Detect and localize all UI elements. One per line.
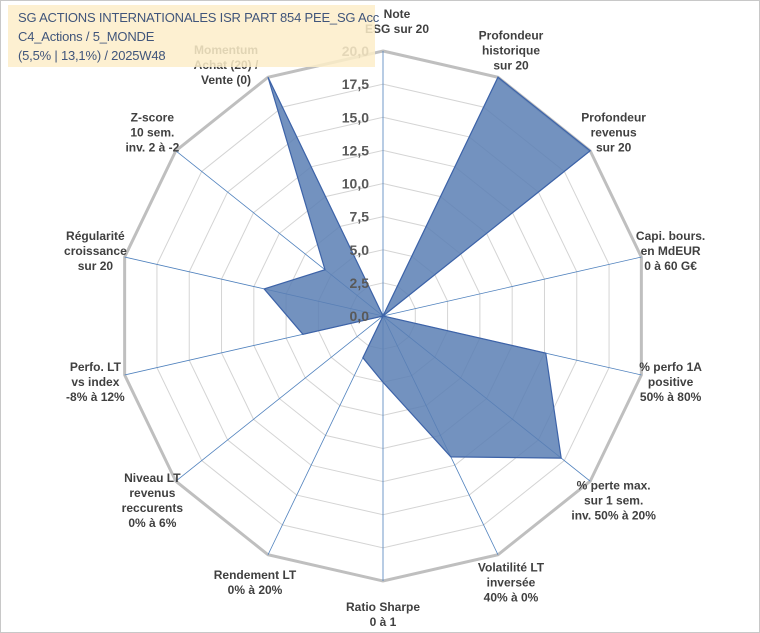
category-label: Profondeur revenus sur 20	[581, 111, 646, 155]
category-label-line: 0 à 60 G€	[644, 259, 697, 273]
category-label: Rendement LT 0% à 20%	[214, 568, 297, 597]
category-label-line: 40% à 0%	[484, 590, 539, 604]
category-label: Niveau LT revenus reccurents 0% à 6%	[122, 471, 184, 530]
category-label-line: Régularité	[66, 229, 125, 243]
category-label: Profondeur historique sur 20	[479, 29, 544, 73]
category-label-line: % perfo 1A	[639, 360, 702, 374]
chart-title-box: SG ACTIONS INTERNATIONALES ISR PART 854 …	[8, 5, 379, 67]
category-label-line: Volatilité LT	[478, 560, 545, 574]
category-label-line: sur 1 sem.	[584, 493, 643, 507]
radial-tick-label: 2,5	[350, 275, 370, 291]
category-label-line: 0% à 20%	[228, 583, 283, 597]
category-label-line: croissance	[64, 244, 127, 258]
radial-tick-label: 17,5	[342, 76, 369, 92]
category-label-line: sur 20	[493, 59, 529, 73]
category-label: Z-score 10 sem. inv. 2 à -2	[125, 111, 179, 155]
category-label-line: Vente (0)	[201, 73, 251, 87]
category-label-line: reccurents	[122, 501, 184, 515]
category-label-line: en MdEUR	[641, 244, 701, 258]
category-label-line: sur 20	[596, 141, 632, 155]
chart-title-line-2: C4_Actions / 5_MONDE	[18, 29, 155, 44]
category-label-line: revenus	[591, 126, 637, 140]
category-label-line: sur 20	[78, 259, 114, 273]
axis-spoke	[382, 256, 642, 317]
labels-group: 0,02,55,07,510,012,515,017,520,0NoteESG …	[64, 7, 705, 629]
category-label: % perfo 1A positive 50% à 80%	[639, 360, 702, 404]
category-label: % perte max. sur 1 sem. inv. 50% à 20%	[571, 478, 656, 522]
category-label-line: Profondeur	[479, 29, 544, 43]
category-label-line: -8% à 12%	[66, 390, 125, 404]
category-label-line: 10 sem.	[130, 126, 174, 140]
category-label-line: inv. 50% à 20%	[571, 508, 656, 522]
chart-title-line-1: SG ACTIONS INTERNATIONALES ISR PART 854 …	[18, 10, 380, 25]
category-label: Ratio Sharpe 0 à 1	[346, 600, 420, 629]
category-label-line: 50% à 80%	[640, 390, 702, 404]
category-label-line: vs index	[71, 375, 119, 389]
category-label: Capi. bours. en MdEUR 0 à 60 G€	[636, 229, 705, 273]
chart-title-line-3: (5,5% | 13,1%) / 2025W48	[18, 48, 166, 63]
category-label-line: ESG sur 20	[365, 22, 429, 36]
category-label-line: 0 à 1	[370, 615, 397, 629]
category-label: Volatilité LT inversée 40% à 0%	[478, 560, 545, 604]
category-label-line: revenus	[129, 486, 175, 500]
radial-tick-label: 12,5	[342, 142, 369, 158]
radial-tick-label: 10,0	[342, 176, 369, 192]
category-label-line: Ratio Sharpe	[346, 600, 420, 614]
category-label-line: Capi. bours.	[636, 229, 705, 243]
category-label-line: Perfo. LT	[70, 360, 122, 374]
radial-tick-label: 7,5	[350, 209, 370, 225]
category-label: Note ESG sur 20	[365, 7, 429, 36]
category-label-line: Niveau LT	[124, 471, 181, 485]
category-label-line: % perte max.	[577, 478, 651, 492]
category-label-line: inversée	[487, 575, 536, 589]
category-label-line: inv. 2 à -2	[125, 141, 179, 155]
radial-tick-label: 15,0	[342, 109, 369, 125]
category-label-line: Z-score	[131, 111, 175, 125]
category-label: Régularité croissance sur 20	[64, 229, 127, 273]
category-label-line: Note	[384, 7, 411, 21]
category-label-line: Profondeur	[581, 111, 646, 125]
category-label-line: Rendement LT	[214, 568, 297, 582]
radial-tick-label: 0,0	[350, 308, 370, 324]
radial-tick-label: 5,0	[350, 242, 370, 258]
category-label-line: positive	[648, 375, 694, 389]
category-label: Perfo. LT vs index -8% à 12%	[66, 360, 125, 404]
category-label-line: 0% à 6%	[128, 516, 176, 530]
series-group	[263, 76, 592, 459]
axis-spoke	[175, 315, 384, 482]
series-area	[263, 76, 592, 459]
category-label-line: historique	[482, 44, 540, 58]
